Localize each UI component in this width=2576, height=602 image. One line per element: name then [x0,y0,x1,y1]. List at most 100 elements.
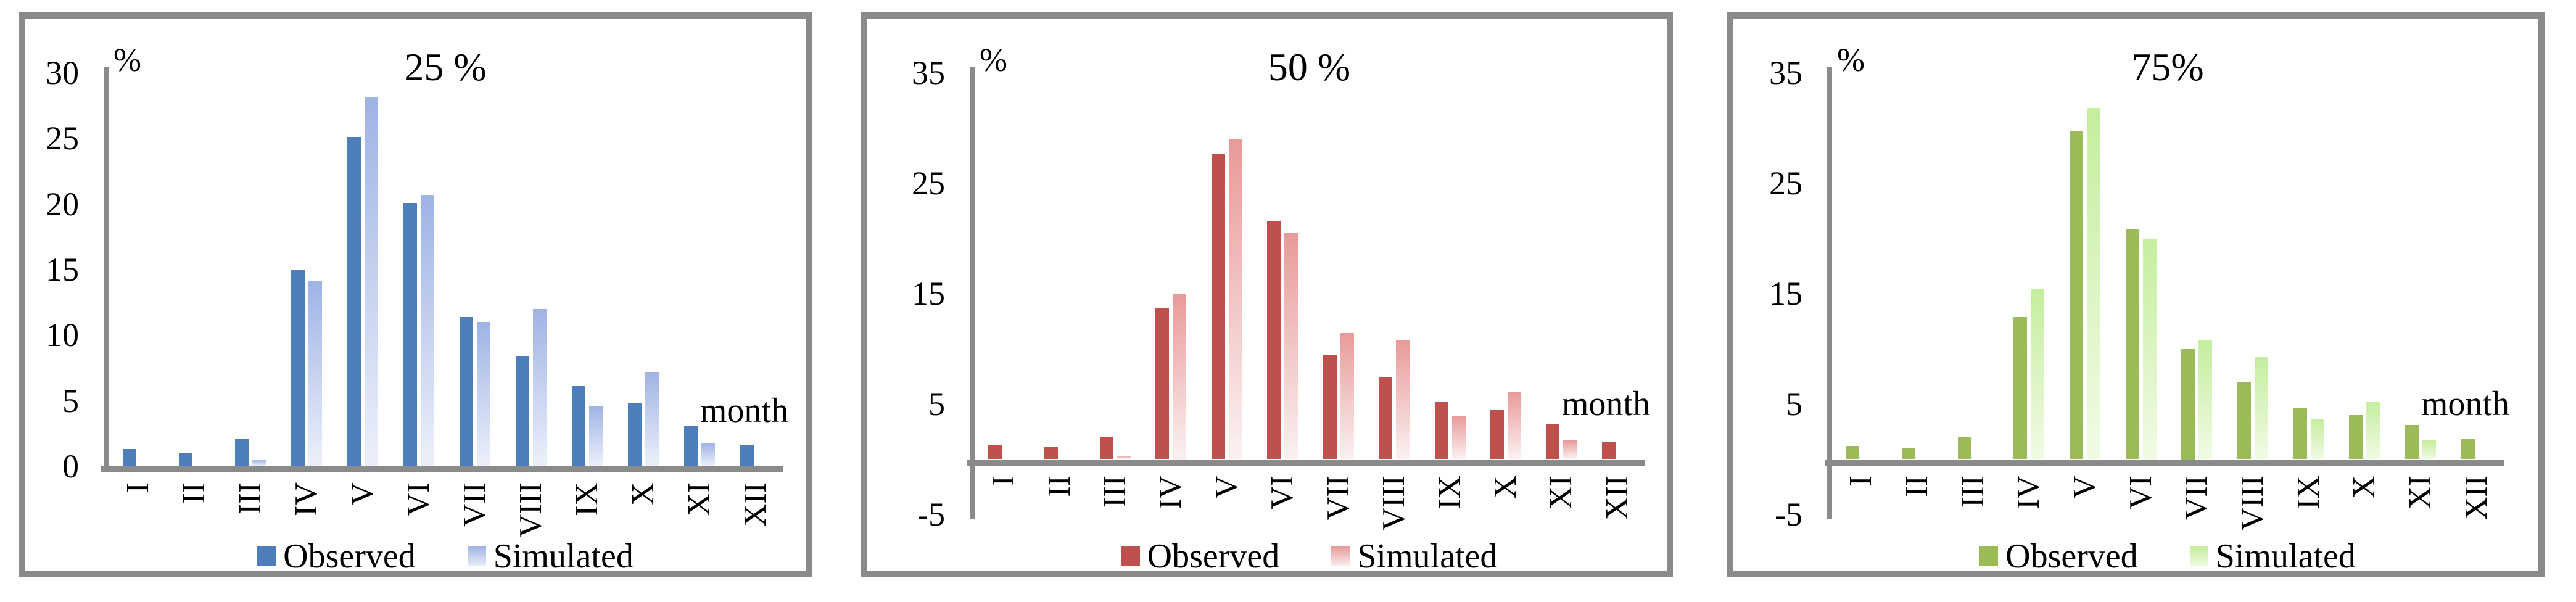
x-tick-label-VIII: VIII [2235,475,2270,531]
x-tick-label-II: II [176,482,212,504]
bar-observed-II [1902,448,1915,460]
bar-observed-II [1044,447,1058,460]
y-tick-label: -5 [917,496,945,533]
y-axis-unit-label: % [980,41,1007,78]
bar-observed-XI [2405,425,2419,460]
bar-observed-IX [2293,408,2307,460]
y-tick-label: 15 [912,275,945,312]
bar-simulated-X [1507,392,1521,460]
bar-observed-VII [459,316,473,466]
y-axis-line [970,67,975,519]
legend-label-observed: Observed [2005,537,2138,575]
bar-observed-XII [2461,439,2475,460]
bar-observed-VI [403,202,417,466]
chart-title: 75% [2131,45,2204,89]
legend-swatch-observed [1979,546,1999,566]
bar-observed-IX [1434,402,1448,460]
bar-observed-VIII [515,356,529,466]
bar-simulated-VIII [532,308,547,466]
bar-observed-X [2349,414,2363,460]
bar-simulated-IX [588,406,603,466]
y-tick-label: 25 [1769,165,1802,202]
x-tick-label-VI: VI [400,482,436,516]
x-tick-label-IX: IX [2290,475,2326,509]
bar-observed-IX [571,386,585,466]
x-tick-label-I: I [1843,475,1879,486]
x-tick-label-III: III [232,482,268,514]
chart-title: 50 % [1268,45,1351,89]
x-axis-unit-label: month [2421,384,2509,423]
y-tick-label: 20 [46,185,79,223]
legend: Observed Simulated [107,537,783,576]
bar-observed-III [1100,437,1114,460]
bar-simulated-VIII [1396,340,1410,460]
x-tick-label-VII: VII [456,482,492,527]
y-tick-label: 25 [912,165,945,202]
bar-simulated-IX [1451,416,1466,460]
bar-observed-I [988,445,1002,460]
legend-item-simulated: Simulated [1331,537,1497,576]
legend-swatch-observed [257,546,276,566]
x-tick-label-X: X [2347,475,2382,499]
x-tick-label-XI: XI [681,482,717,516]
x-tick-label-X: X [625,482,661,506]
legend: Observed Simulated [1831,537,2504,576]
bar-simulated-VI [2142,238,2157,460]
bar-observed-XI [1546,424,1560,460]
bar-observed-VII [1323,355,1337,460]
bar-observed-XI [683,426,698,466]
bar-simulated-VII [1340,333,1354,460]
x-tick-label-XII: XII [737,482,773,527]
y-tick-label: 5 [62,382,79,419]
bar-simulated-XI [2422,440,2436,460]
legend-item-observed: Observed [1979,537,2138,576]
x-tick-label-V: V [1208,475,1244,499]
x-tick-label-IV: IV [2011,475,2047,509]
x-tick-label-V: V [344,482,380,506]
bar-observed-V [347,137,361,466]
legend-swatch-observed [1121,546,1140,566]
bar-observed-V [2070,131,2083,460]
chart-panel-75pct: 75%% -5 5 15 25 35 I II III IV V VI VII VIII IX X XI XII m… [1727,12,2545,577]
x-tick-label-IV: IV [1153,475,1189,509]
bar-simulated-VI [1284,233,1298,460]
y-tick-label: 25 [46,120,79,157]
bar-observed-XII [740,445,754,466]
bar-observed-II [178,453,192,466]
bar-simulated-III [252,460,266,466]
x-tick-label-XI: XI [2403,475,2438,509]
y-tick-label: 15 [46,251,79,288]
x-tick-label-XII: XII [1599,475,1635,520]
bar-observed-IV [1155,308,1170,460]
legend-item-simulated: Simulated [467,537,634,576]
bar-observed-IV [2013,316,2028,460]
bar-observed-XII [1601,441,1616,460]
legend-item-observed: Observed [1121,537,1279,576]
legend: Observed Simulated [973,537,1645,576]
y-axis-unit-label: % [114,41,141,78]
legend-swatch-simulated [2189,546,2208,566]
bar-simulated-X [2366,402,2380,460]
legend-label-simulated: Simulated [493,537,634,575]
bar-observed-VIII [1379,377,1393,460]
bar-observed-I [122,449,136,466]
x-tick-label-X: X [1487,475,1523,499]
bar-observed-VII [2181,348,2195,460]
x-axis-unit-label: month [1561,384,1650,423]
x-tick-label-VII: VII [2179,475,2215,520]
x-tick-label-VII: VII [1320,475,1356,520]
x-axis-line [967,459,1645,466]
y-tick-label: 35 [912,54,945,91]
bar-simulated-IV [2031,289,2045,460]
x-tick-label-III: III [1097,475,1133,508]
chart-title: 25 % [404,45,487,89]
x-tick-label-IX: IX [569,482,605,516]
x-tick-label-XII: XII [2458,475,2494,520]
bar-simulated-X [645,371,659,466]
bar-simulated-V [364,97,378,466]
bar-simulated-IV [1173,294,1187,460]
bar-observed-III [234,439,249,466]
x-tick-label-XI: XI [1543,475,1579,509]
x-tick-label-III: III [1955,475,1991,508]
bar-simulated-V [1228,139,1242,460]
